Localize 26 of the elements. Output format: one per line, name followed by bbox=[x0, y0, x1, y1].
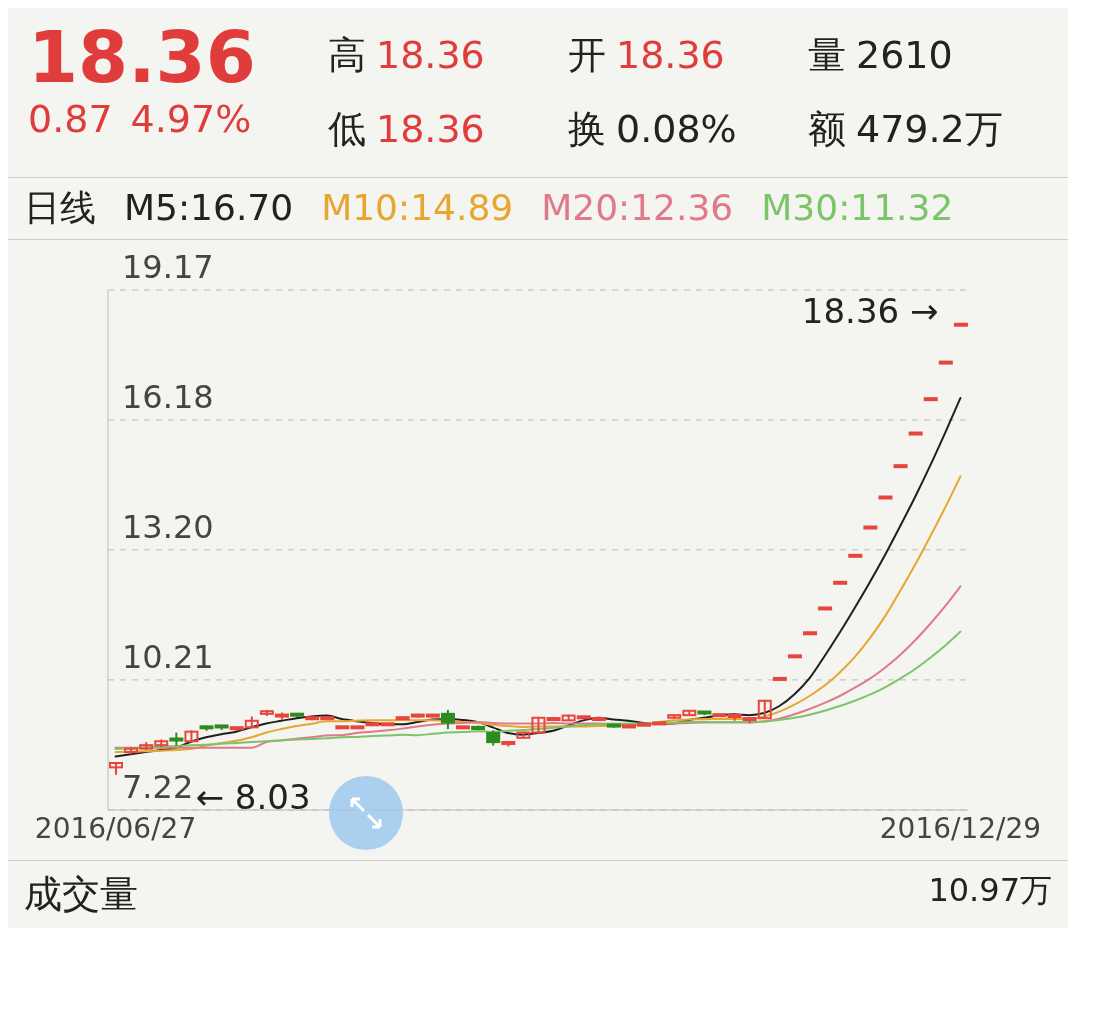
text: 低 bbox=[328, 107, 366, 152]
x-tick-label: 2016/12/29 bbox=[879, 811, 1042, 845]
text: 18.36 bbox=[376, 107, 485, 152]
text: 额 479.2万 bbox=[808, 107, 1003, 152]
y-tick-label: 10.21 bbox=[122, 637, 214, 676]
y-tick-label: 13.20 bbox=[122, 507, 214, 546]
text: 开 18.36 bbox=[568, 32, 725, 77]
y-tick-label: 7.22 bbox=[122, 768, 194, 806]
y-tick-label: 19.17 bbox=[122, 248, 214, 286]
text: 高 18.36 bbox=[328, 32, 485, 77]
annotation: 18.36 → bbox=[801, 291, 939, 332]
chart-title: 日线 bbox=[24, 186, 96, 230]
text: M5:16.70 bbox=[124, 187, 294, 228]
text: M30:11.32 bbox=[761, 187, 954, 228]
y-tick-label: 16.18 bbox=[122, 378, 214, 417]
text: 0.87 bbox=[28, 97, 113, 142]
text: 成交量 bbox=[24, 871, 138, 918]
x-tick-label: 2016/06/27 bbox=[34, 811, 197, 845]
text: 4.97% bbox=[130, 97, 252, 142]
text: 10.97万 bbox=[928, 870, 1052, 911]
text: M10:14.89 bbox=[321, 187, 514, 228]
text: 换 0.08% bbox=[568, 107, 737, 152]
text: M20:12.36 bbox=[541, 187, 734, 228]
text: 18.36 bbox=[28, 15, 256, 99]
annotation: ← 8.03 bbox=[195, 776, 311, 817]
text: 量 2610 bbox=[808, 32, 953, 77]
